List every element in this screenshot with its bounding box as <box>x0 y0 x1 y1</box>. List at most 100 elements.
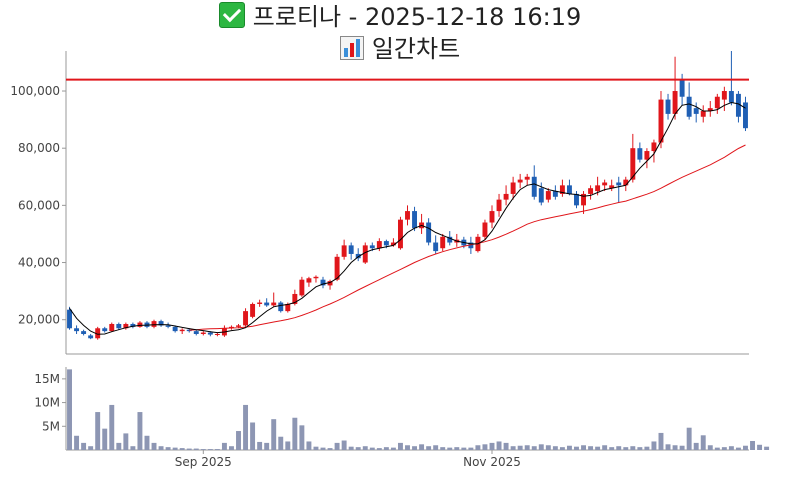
volume-bar <box>327 448 333 450</box>
candle-body <box>489 211 495 223</box>
candle-body <box>545 191 551 200</box>
volume-bar <box>193 448 199 450</box>
candle-body <box>95 328 101 339</box>
candle-body <box>686 96 692 117</box>
volume-bar <box>566 445 572 450</box>
volume-bar <box>714 447 720 450</box>
volume-bar <box>524 445 530 450</box>
chart-title-text: 프로티나 - 2025-12-18 16:19 <box>252 3 582 31</box>
candle-body <box>426 222 432 243</box>
candle-body <box>158 321 164 326</box>
volume-bar <box>503 442 509 450</box>
candle-body <box>172 326 178 332</box>
volume-bar <box>496 441 502 450</box>
volume-tick-label: 5M <box>42 419 60 433</box>
candle-body <box>700 111 706 117</box>
check-icon <box>218 2 245 28</box>
candle-body <box>151 321 157 327</box>
volume-bar <box>88 446 94 450</box>
candle-body <box>665 99 671 114</box>
volume-bar <box>151 442 157 450</box>
volume-bar <box>489 442 495 450</box>
volume-bar <box>574 446 579 450</box>
volume-bar <box>531 446 537 450</box>
volume-bar <box>179 448 185 450</box>
ma-short-line <box>69 101 746 335</box>
candle-body <box>616 182 622 186</box>
volume-bar <box>313 446 319 450</box>
x-tick-label: Sep 2025 <box>175 455 232 469</box>
volume-bar <box>721 447 727 450</box>
volume-bar <box>552 446 558 450</box>
volume-bar <box>278 436 284 450</box>
volume-bar <box>369 447 375 450</box>
candle-body <box>588 188 594 194</box>
volume-bar <box>271 419 277 450</box>
candle-body <box>299 279 305 296</box>
volume-bar <box>426 446 432 450</box>
candle-body <box>397 219 403 249</box>
candle-body <box>602 182 608 186</box>
volume-bar <box>637 447 643 450</box>
candle-body <box>383 241 389 246</box>
price-tick-label: 40,000 <box>18 256 60 270</box>
volume-bar <box>510 446 516 450</box>
volume-bar <box>581 445 586 450</box>
candle-body <box>433 242 439 252</box>
volume-bar <box>728 446 734 450</box>
chart-subtitle: 일간차트 <box>0 32 800 66</box>
volume-bar <box>81 442 87 450</box>
candle-body <box>102 328 108 332</box>
candle-body <box>581 193 586 206</box>
price-tick-label: 100,000 <box>10 84 60 98</box>
volume-bar <box>306 441 312 450</box>
volume-bar <box>559 447 565 450</box>
volume-bar <box>616 446 622 450</box>
volume-tick-label: 15M <box>34 372 60 386</box>
volume-bar <box>545 445 551 450</box>
volume-bar <box>588 446 594 450</box>
volume-bar <box>229 446 234 450</box>
price-axis: 20,000 40,000 60,000 80,000 100,000 <box>10 51 749 355</box>
chart-title: 프로티나 - 2025-12-18 16:19 <box>0 0 800 34</box>
candle-body <box>510 182 516 194</box>
volume-bar <box>207 449 213 450</box>
volume-bar <box>376 448 382 450</box>
volume-bar <box>200 449 206 450</box>
volume-bar <box>461 447 467 450</box>
candle-body <box>243 311 249 326</box>
candle-body <box>609 185 615 189</box>
volume-bar <box>123 433 129 450</box>
volume-bar <box>735 447 741 450</box>
candle-body <box>637 148 643 160</box>
ma-long-line <box>189 144 746 331</box>
candle-body <box>482 222 488 237</box>
candle-body <box>651 142 657 152</box>
volume-bar <box>341 440 347 450</box>
volume-bar <box>602 445 608 450</box>
candle-body <box>74 328 80 332</box>
volume-bar <box>686 427 692 450</box>
volume-bar <box>165 447 171 450</box>
volume-bar <box>517 445 523 450</box>
volume-bar <box>348 446 354 450</box>
volume-plot <box>67 369 770 450</box>
candle-body <box>116 323 122 329</box>
volume-bar <box>292 417 298 450</box>
candle-body <box>693 108 699 114</box>
candle-body <box>362 245 368 263</box>
candle-body <box>574 193 579 206</box>
volume-bar <box>236 431 241 450</box>
volume-bar <box>257 441 263 450</box>
candle-body <box>644 151 650 160</box>
volume-bar <box>158 446 164 450</box>
candle-body <box>130 323 136 327</box>
volume-bar <box>405 445 410 450</box>
candle-body <box>440 236 446 249</box>
price-tick-label: 60,000 <box>18 198 60 212</box>
candle-body <box>320 279 326 286</box>
candle-body <box>405 211 410 220</box>
volume-bar <box>672 445 678 450</box>
candle-body <box>313 276 319 279</box>
